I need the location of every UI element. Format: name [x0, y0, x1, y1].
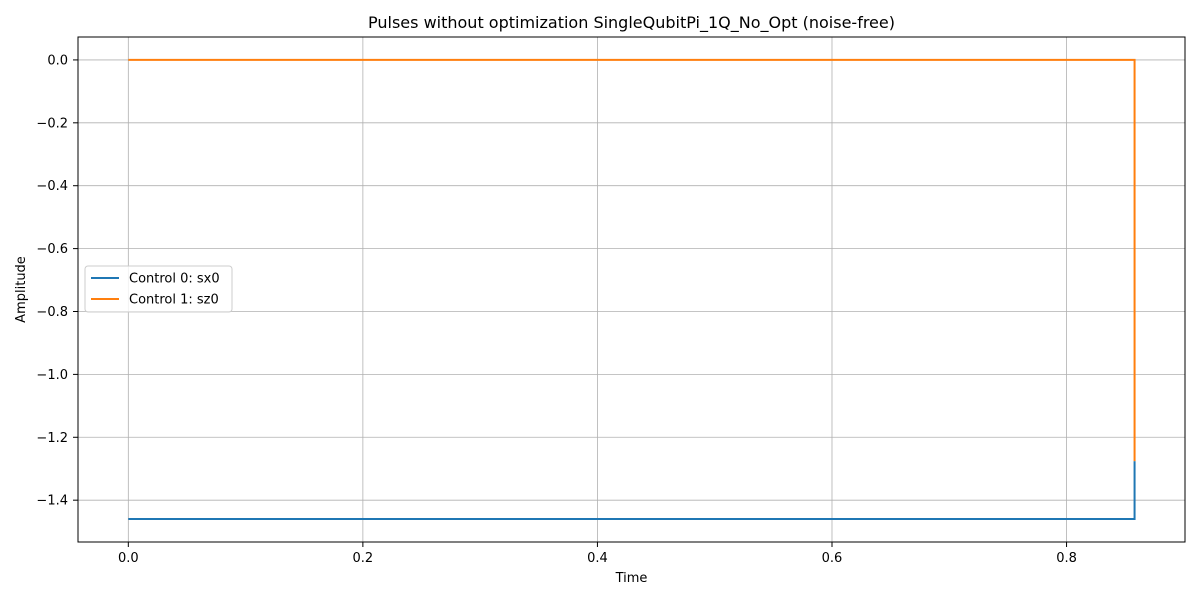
- legend-entry-label: Control 1: sz0: [129, 293, 219, 308]
- legend-box: [84, 265, 233, 313]
- y-tick-label: −1.4: [36, 494, 68, 509]
- y-tick-label: −0.2: [36, 116, 68, 131]
- y-tick-label: −0.4: [36, 179, 68, 194]
- series-layer: [128, 58, 1136, 521]
- series-line-1: [128, 58, 1136, 462]
- y-tick-label: 0.0: [47, 53, 68, 68]
- y-axis-label: Amplitude: [14, 256, 29, 323]
- grid: [78, 37, 1185, 542]
- plot-frame: [77, 36, 1186, 543]
- y-tick-label: −0.6: [36, 242, 68, 257]
- y-tick-label: −1.0: [36, 368, 68, 383]
- x-tick-label: 0.0: [118, 551, 139, 566]
- series-line-0: [128, 461, 1136, 521]
- x-tick-label: 0.4: [587, 551, 608, 566]
- legend-entry-label: Control 0: sx0: [129, 272, 220, 287]
- chart-title: Pulses without optimization SingleQubitP…: [368, 13, 895, 33]
- x-tick-label: 0.2: [353, 551, 374, 566]
- x-axis-label: Time: [615, 571, 648, 586]
- axis-ticks: 0.0 0.2 0.4 0.6 0.8 0.0 −0.2 −0.4 −0.6 −0.8 −1.0 −1…: [36, 53, 1076, 566]
- y-tick-label: −1.2: [36, 431, 68, 446]
- x-tick-label: 0.8: [1056, 551, 1077, 566]
- x-tick-label: 0.6: [822, 551, 843, 566]
- legend: Control 0: sx0 Control 1: sz0: [84, 265, 233, 313]
- y-tick-label: −0.8: [36, 305, 68, 320]
